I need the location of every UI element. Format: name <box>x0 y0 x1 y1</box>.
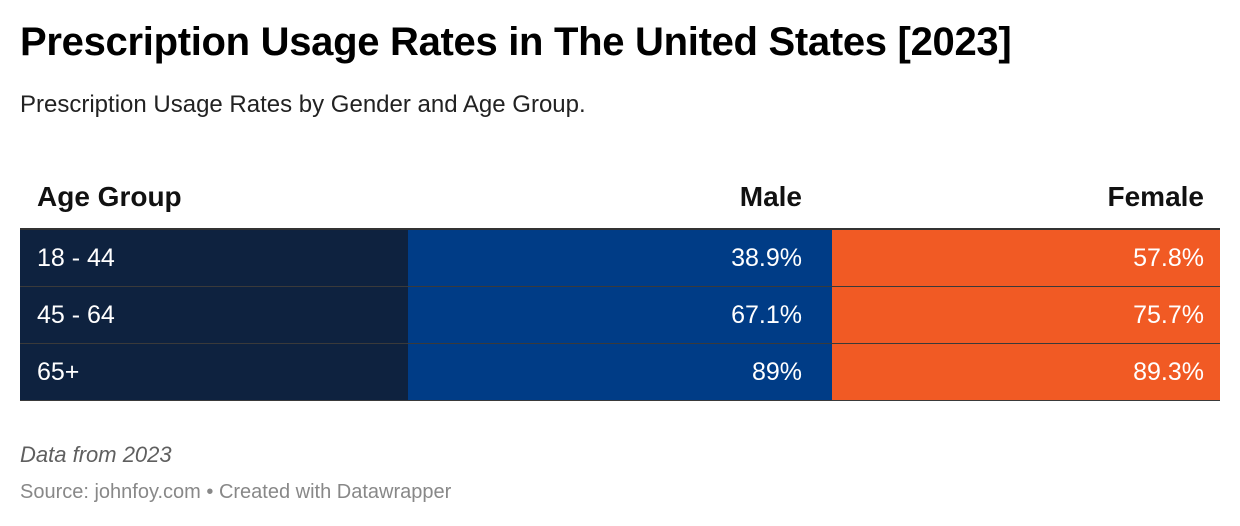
table-row: 45 - 64 67.1% 75.7% <box>20 287 1220 344</box>
cell-age-group: 65+ <box>20 344 408 400</box>
table-header: Age Group Male Female <box>20 166 1220 230</box>
cell-female-value: 89.3% <box>832 344 1220 400</box>
chart-source: Source: johnfoy.com • Created with Dataw… <box>20 481 452 503</box>
cell-female-value: 57.8% <box>832 230 1220 286</box>
column-header-age-group: Age Group <box>37 181 182 212</box>
cell-male-value: 38.9% <box>408 230 832 286</box>
column-header-female: Female <box>1107 181 1205 212</box>
chart-notes: Data from 2023 <box>20 442 172 467</box>
table-row: 65+ 89% 89.3% <box>20 344 1220 401</box>
cell-male-value: 89% <box>408 344 832 400</box>
cell-female-value: 75.7% <box>832 287 1220 343</box>
data-table: Age Group Male Female 18 - 44 38.9% 57.8… <box>20 166 1220 401</box>
cell-age-group: 45 - 64 <box>20 287 408 343</box>
cell-age-group: 18 - 44 <box>20 230 408 286</box>
cell-male-value: 67.1% <box>408 287 832 343</box>
chart-subtitle: Prescription Usage Rates by Gender and A… <box>20 91 586 118</box>
chart-title: Prescription Usage Rates in The United S… <box>20 20 1012 64</box>
table-row: 18 - 44 38.9% 57.8% <box>20 230 1220 287</box>
column-header-male: Male <box>739 181 802 212</box>
